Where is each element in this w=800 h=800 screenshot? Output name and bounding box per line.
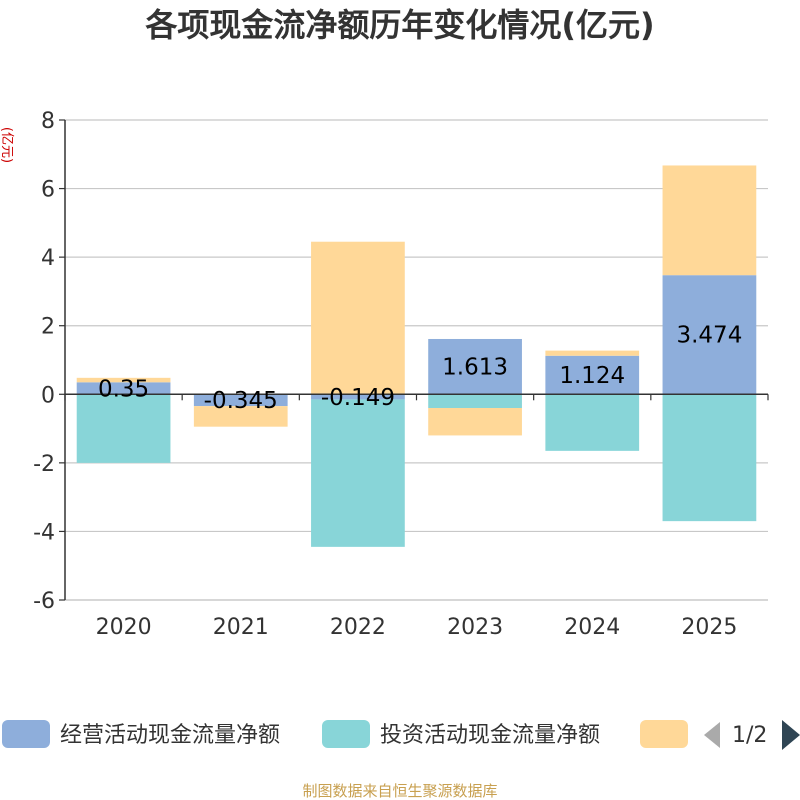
y-tick-label: -6	[33, 589, 55, 614]
axes-layer: 8 6 4 2 0 -2 -4 -6 2020 2021 2022 2023 2024 2025	[33, 109, 769, 640]
legend-label-2[interactable]: 投资活动现金流量净额	[380, 723, 600, 748]
legend-next-icon[interactable]	[782, 720, 800, 750]
x-tick-label: 2024	[564, 615, 620, 640]
legend-swatch-1[interactable]	[2, 720, 50, 748]
bar-series-2-2020	[76, 394, 171, 463]
bar-series-3-2021	[193, 406, 288, 427]
legend-prev-icon[interactable]	[704, 722, 720, 748]
bar-series-3-2025	[662, 165, 757, 276]
bar-series-3-2024	[545, 350, 640, 356]
bar-series-2-2024	[545, 394, 640, 451]
y-tick-label: -2	[33, 452, 55, 477]
bar-series-1-2023	[428, 338, 522, 395]
bar-value-label: 3.474	[676, 323, 742, 349]
x-tick-label: 2020	[96, 615, 152, 640]
y-tick-label: 8	[41, 109, 55, 134]
bar-value-label: 1.613	[442, 355, 508, 381]
x-tick-label: 2021	[213, 615, 269, 640]
legend-swatch-2[interactable]	[322, 720, 370, 748]
bar-value-label: -0.345	[204, 388, 278, 414]
x-tick-label: 2023	[447, 615, 503, 640]
bar-value-label: -0.149	[321, 385, 395, 411]
bar-series-1-2024	[545, 355, 640, 395]
legend-label-1[interactable]: 经营活动现金流量净额	[60, 723, 280, 748]
bar-series-3-2020	[76, 377, 171, 383]
bar-series-3-2022	[311, 241, 405, 395]
bar-series-1-2022	[311, 394, 405, 400]
x-tick-label: 2022	[330, 615, 386, 640]
bar-series-2-2025	[662, 394, 757, 522]
legend: 经营活动现金流量净额 投资活动现金流量净额 1/2	[2, 720, 800, 750]
data-source: 制图数据来自恒生聚源数据库	[302, 782, 497, 800]
grid-lines	[65, 119, 768, 601]
bar-labels-layer: 0.35 -0.345 -0.149 1.613 1.124 3.474	[98, 323, 742, 414]
y-tick-label: 2	[41, 315, 55, 340]
legend-page-indicator: 1/2	[732, 723, 767, 748]
bar-series-3-2023	[428, 408, 522, 436]
chart-title: 各项现金流净额历年变化情况(亿元)	[145, 6, 654, 44]
bar-series-1-2020	[76, 382, 171, 395]
y-axis-label: (亿元)	[0, 127, 14, 163]
bar-series-1-2021	[193, 394, 288, 407]
bar-series-2-2022	[311, 399, 405, 547]
bars-layer	[76, 165, 757, 547]
bar-value-label: 0.35	[98, 376, 149, 402]
y-tick-label: 0	[41, 383, 55, 408]
bar-series-2-2023	[428, 394, 522, 408]
y-tick-label: 4	[41, 246, 55, 271]
y-tick-label: 6	[41, 178, 55, 203]
bar-value-label: 1.124	[559, 363, 625, 389]
y-tick-label: -4	[33, 520, 55, 545]
bar-series-1-2025	[662, 275, 757, 395]
legend-swatch-3[interactable]	[640, 720, 688, 748]
x-tick-label: 2025	[681, 615, 737, 640]
